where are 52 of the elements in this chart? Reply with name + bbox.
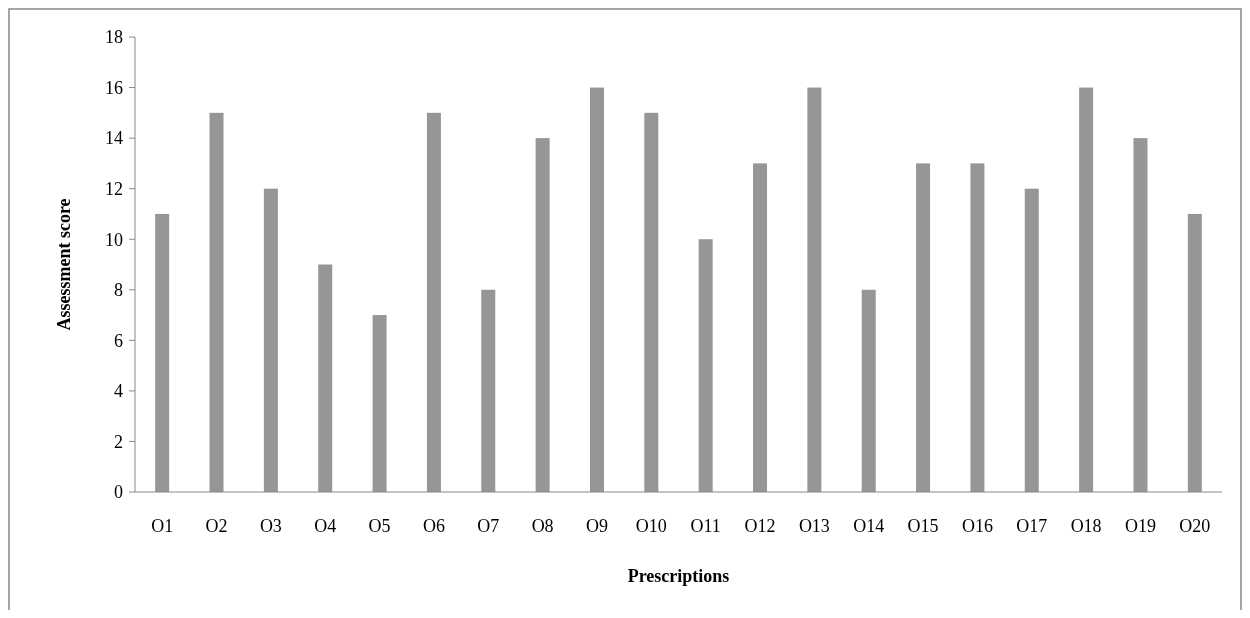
bar (753, 163, 768, 492)
y-tick-label: 8 (114, 280, 123, 301)
bar (1187, 213, 1202, 492)
x-tick-label: O3 (259, 516, 282, 536)
x-tick-label: O4 (314, 516, 337, 536)
bar (318, 264, 333, 492)
x-tick-label: O9 (585, 516, 608, 536)
y-tick-label: 4 (114, 381, 123, 402)
bar (861, 289, 876, 492)
x-axis-title: Prescriptions (627, 566, 730, 586)
bar (916, 163, 931, 492)
x-tick-label: O6 (422, 516, 445, 536)
bar (970, 163, 985, 492)
x-tick-label: O15 (907, 516, 939, 536)
x-tick-label: O10 (635, 516, 667, 536)
bar (263, 188, 278, 492)
x-tick-label: O11 (690, 516, 721, 536)
bar (1079, 87, 1094, 492)
y-axis-title: Assessment score (54, 198, 74, 331)
y-tick-label: 12 (105, 178, 123, 199)
bar (589, 87, 604, 492)
bar (535, 138, 550, 492)
x-tick-label: O2 (205, 516, 228, 536)
x-tick-label: O1 (151, 516, 174, 536)
y-tick-label: 18 (105, 27, 123, 48)
bar (807, 87, 822, 492)
y-tick-label: 16 (105, 77, 123, 98)
bar (481, 289, 496, 492)
y-tick-label: 10 (105, 229, 123, 250)
bar (698, 239, 713, 492)
y-tick-label: 6 (114, 330, 123, 351)
x-tick-label: O16 (961, 516, 993, 536)
x-tick-label: O19 (1124, 516, 1156, 536)
x-tick-label: O8 (531, 516, 554, 536)
bar (644, 112, 659, 492)
bar (372, 315, 387, 492)
x-tick-label: O12 (744, 516, 776, 536)
bar (209, 112, 224, 492)
y-tick-label: 0 (114, 482, 123, 503)
x-tick-label: O17 (1016, 516, 1048, 536)
bar (155, 213, 170, 492)
x-tick-label: O14 (853, 516, 885, 536)
y-tick-label: 14 (105, 128, 123, 149)
bar (1133, 138, 1148, 492)
x-tick-label: O5 (368, 516, 391, 536)
x-tick-label: O18 (1070, 516, 1102, 536)
x-tick-label: O13 (798, 516, 830, 536)
x-tick-label: O7 (477, 516, 500, 536)
bar (1024, 188, 1039, 492)
x-tick-label: O20 (1179, 516, 1211, 536)
bar (426, 112, 441, 492)
y-tick-label: 2 (114, 431, 123, 452)
